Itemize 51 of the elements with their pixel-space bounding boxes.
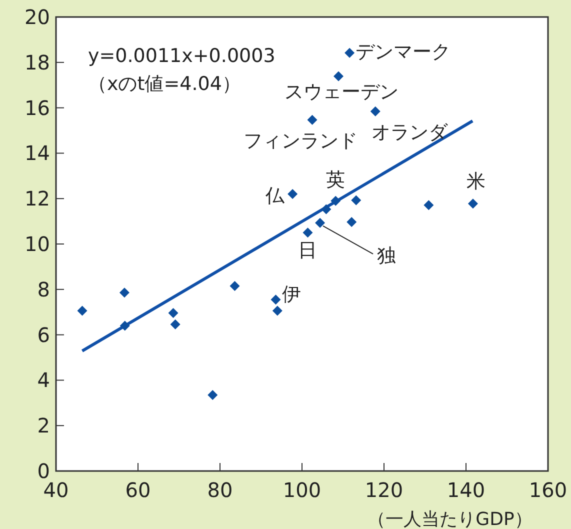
point [351,195,362,206]
point [330,196,341,206]
annotation: y=0.0011x+0.0003 [88,45,276,67]
x-tick-label: 120 [364,478,404,502]
annotation: デンマーク [356,40,451,63]
point [230,280,240,291]
point [77,306,88,316]
point [270,294,281,305]
annotation: オランダ [371,121,448,144]
x-tick-label: 80 [207,478,233,502]
point [208,390,218,400]
y-tick-label: 2 [37,414,50,438]
y-tick-label: 12 [24,186,50,211]
point [120,320,130,331]
point [315,218,326,228]
point [424,200,434,210]
point [288,189,298,200]
point [346,216,357,227]
point [370,106,380,116]
y-tick-label: 20 [24,5,50,29]
x-tick-label: 140 [446,478,486,502]
point [302,228,313,238]
y-tick-label: 10 [24,232,50,256]
x-axis-title: （一人当たりGDP） [368,509,532,529]
annotation: スウェーデン [284,81,398,104]
y-tick-label: 14 [24,141,50,166]
y-tick-label: 16 [24,96,50,120]
y-tick-label: 8 [37,277,50,302]
y-tick-label: 4 [37,368,50,392]
point [307,114,318,125]
annotation: 米 [466,170,486,193]
annotation: 伊 [282,284,301,306]
annotation: 日 [298,240,318,262]
y-tick-label: 18 [24,50,50,74]
annotation: フィンランド [243,130,358,152]
annotation: 仏 [264,185,286,208]
point [168,308,178,318]
x-tick-label: 100 [282,478,322,502]
point [119,288,130,298]
annotation: 独 [377,244,396,267]
x-tick-label: 60 [125,478,151,502]
y-tick-label: 6 [37,322,50,347]
point [333,71,344,82]
annotation: 英 [326,168,346,191]
annotation: （xのt値=4.04） [88,73,241,95]
point [344,48,355,58]
point [170,319,180,330]
point [272,306,282,316]
x-tick-label: 160 [528,478,568,502]
point [321,204,332,214]
point [468,198,478,209]
